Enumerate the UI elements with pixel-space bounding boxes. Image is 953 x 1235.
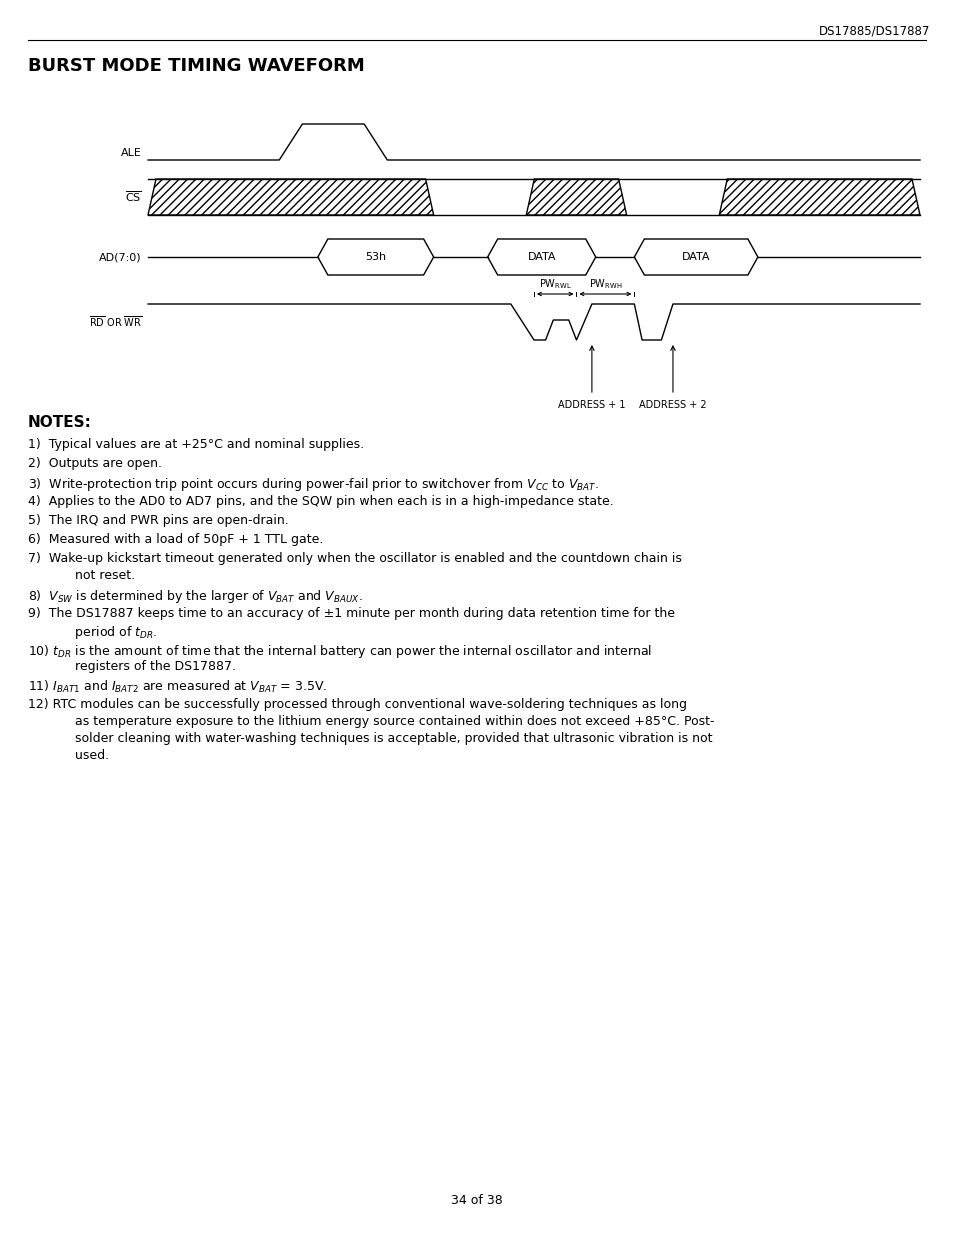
Text: NOTES:: NOTES: [28,415,91,430]
Polygon shape [719,179,919,215]
Text: PW$_{\rm RWH}$: PW$_{\rm RWH}$ [588,277,621,291]
Text: 34 of 38: 34 of 38 [451,1194,502,1207]
Text: 3)  Write-protection trip point occurs during power-fail prior to switchover fro: 3) Write-protection trip point occurs du… [28,475,598,493]
Text: solder cleaning with water-washing techniques is acceptable, provided that ultra: solder cleaning with water-washing techn… [55,732,712,745]
Text: 6)  Measured with a load of 50pF + 1 TTL gate.: 6) Measured with a load of 50pF + 1 TTL … [28,532,323,546]
Text: $\overline{\rm RD}$ OR $\overline{\rm WR}$: $\overline{\rm RD}$ OR $\overline{\rm WR… [89,315,142,330]
Text: used.: used. [55,748,109,762]
Text: as temperature exposure to the lithium energy source contained within does not e: as temperature exposure to the lithium e… [55,715,714,727]
Text: 1)  Typical values are at +25°C and nominal supplies.: 1) Typical values are at +25°C and nomin… [28,437,364,451]
Text: 4)  Applies to the AD0 to AD7 pins, and the SQW pin when each is in a high-imped: 4) Applies to the AD0 to AD7 pins, and t… [28,495,613,508]
Text: 9)  The DS17887 keeps time to an accuracy of ±1 minute per month during data ret: 9) The DS17887 keeps time to an accuracy… [28,606,675,620]
Text: DS17885/DS17887: DS17885/DS17887 [818,25,929,38]
Text: 12) RTC modules can be successfully processed through conventional wave-solderin: 12) RTC modules can be successfully proc… [28,698,686,711]
Polygon shape [634,240,757,275]
Text: ALE: ALE [121,148,142,158]
Text: registers of the DS17887.: registers of the DS17887. [55,659,235,673]
Text: DATA: DATA [527,252,556,262]
Polygon shape [487,240,595,275]
Text: ADDRESS + 1: ADDRESS + 1 [558,400,625,410]
Text: BURST MODE TIMING WAVEFORM: BURST MODE TIMING WAVEFORM [28,57,364,75]
Text: ADDRESS + 2: ADDRESS + 2 [639,400,706,410]
Text: 53h: 53h [365,252,386,262]
Text: AD(7:0): AD(7:0) [99,252,142,262]
Polygon shape [317,240,434,275]
Text: 7)  Wake-up kickstart timeout generated only when the oscillator is enabled and : 7) Wake-up kickstart timeout generated o… [28,552,681,564]
Text: $\overline{\rm CS}$: $\overline{\rm CS}$ [125,190,142,204]
Text: period of $t_{DR}$.: period of $t_{DR}$. [55,624,157,641]
Text: 5)  The IRQ and PWR pins are open-drain.: 5) The IRQ and PWR pins are open-drain. [28,514,289,527]
Text: 2)  Outputs are open.: 2) Outputs are open. [28,457,162,469]
Polygon shape [526,179,626,215]
Polygon shape [148,179,434,215]
Text: 8)  $V_{SW}$ is determined by the larger of $V_{BAT}$ and $V_{BAUX}$.: 8) $V_{SW}$ is determined by the larger … [28,588,362,605]
Text: DATA: DATA [681,252,710,262]
Text: PW$_{\rm RWL}$: PW$_{\rm RWL}$ [538,277,571,291]
Text: not reset.: not reset. [55,569,135,582]
Text: 11) $I_{BAT1}$ and $I_{BAT2}$ are measured at $V_{BAT}$ = 3.5V.: 11) $I_{BAT1}$ and $I_{BAT2}$ are measur… [28,679,327,695]
Text: 10) $t_{DR}$ is the amount of time that the internal battery can power the inter: 10) $t_{DR}$ is the amount of time that … [28,642,652,659]
